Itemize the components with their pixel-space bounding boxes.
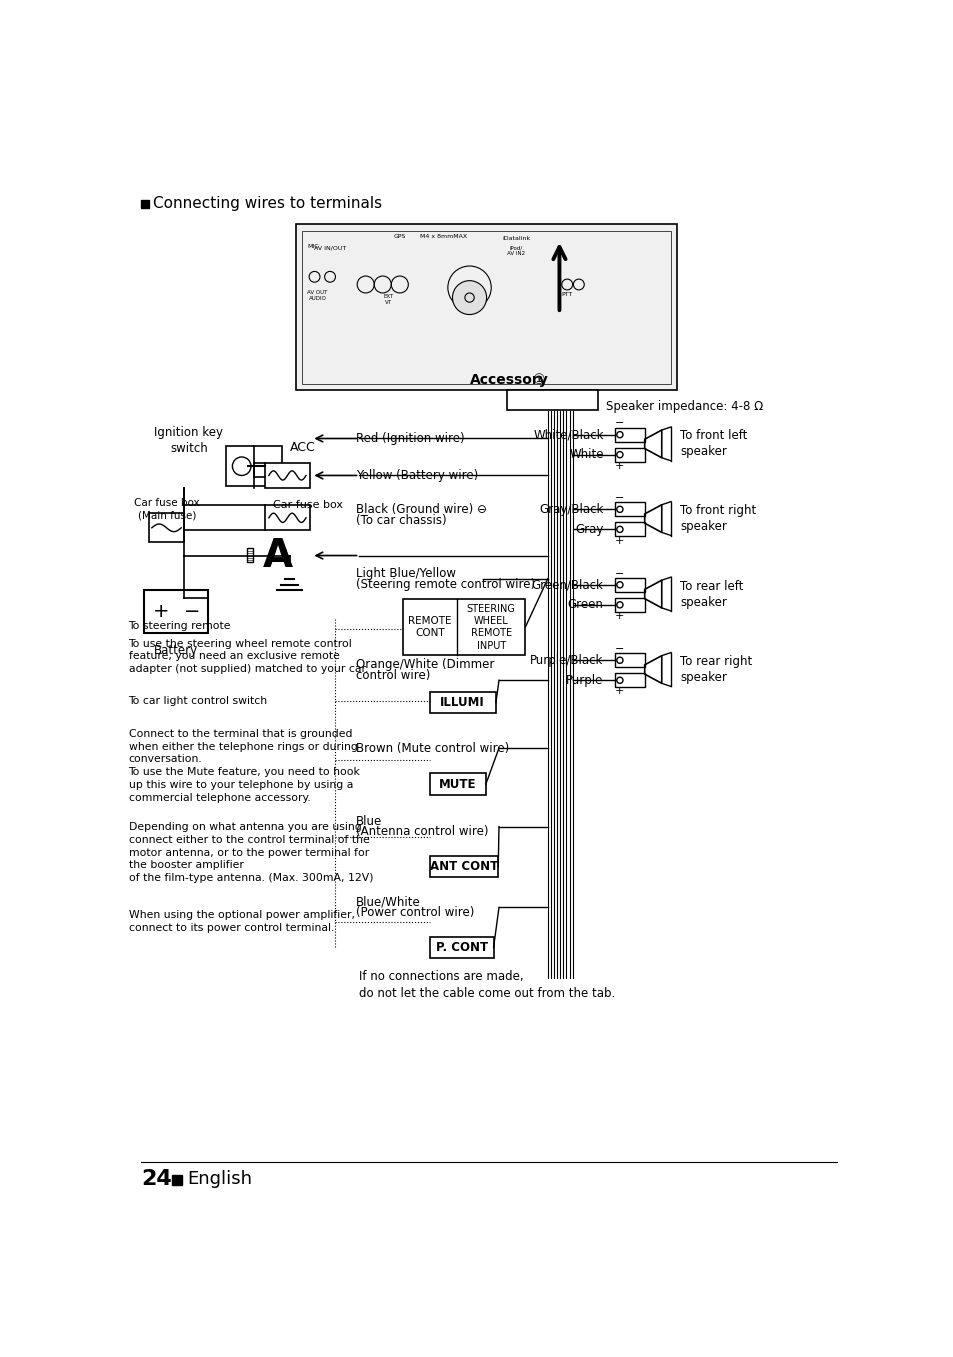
Text: AV IN/OUT: AV IN/OUT <box>314 246 346 251</box>
Text: −: − <box>615 493 624 503</box>
Text: +: + <box>615 687 624 696</box>
Bar <box>615 502 644 516</box>
Text: +: + <box>615 461 624 471</box>
Text: REMOTE
CONT: REMOTE CONT <box>408 616 452 638</box>
Text: EXT
VT: EXT VT <box>383 293 394 304</box>
Text: ①: ① <box>533 373 545 387</box>
Text: Connecting wires to terminals: Connecting wires to terminals <box>153 197 382 212</box>
Bar <box>302 231 670 384</box>
Text: 24: 24 <box>141 1170 172 1189</box>
Bar <box>265 506 310 531</box>
Text: iPod/
AV IN2: iPod/ AV IN2 <box>506 246 524 256</box>
Bar <box>247 548 253 562</box>
Text: White: White <box>569 448 603 461</box>
Text: AV OUT
AUDIO: AV OUT AUDIO <box>307 290 328 301</box>
Text: control wire): control wire) <box>355 669 430 683</box>
Text: Gray/Black: Gray/Black <box>538 503 603 516</box>
Text: Accessory: Accessory <box>469 373 548 387</box>
Bar <box>430 936 493 958</box>
Text: ACC: ACC <box>290 441 315 455</box>
Text: GPS: GPS <box>394 233 406 239</box>
Text: Car fuse box: Car fuse box <box>273 501 342 510</box>
Text: To car light control switch: To car light control switch <box>129 696 268 706</box>
Bar <box>149 513 184 543</box>
Text: Light Blue/Yellow: Light Blue/Yellow <box>355 567 456 579</box>
Text: To rear left
speaker: To rear left speaker <box>679 579 743 608</box>
Text: STEERING
WHEEL
REMOTE
INPUT: STEERING WHEEL REMOTE INPUT <box>466 604 516 651</box>
Text: (Antenna control wire): (Antenna control wire) <box>355 825 488 839</box>
Text: Green: Green <box>567 598 603 611</box>
Text: +: + <box>152 603 170 622</box>
Text: Ignition key
switch: Ignition key switch <box>154 426 223 455</box>
Bar <box>295 224 677 389</box>
Text: When using the optional power amplifier,
connect to its power control terminal.: When using the optional power amplifier,… <box>129 909 355 932</box>
Text: Speaker impedance: 4-8 Ω: Speaker impedance: 4-8 Ω <box>605 400 762 413</box>
Text: Car fuse box
(Main fuse): Car fuse box (Main fuse) <box>134 498 200 520</box>
Bar <box>226 446 282 486</box>
Text: (Power control wire): (Power control wire) <box>355 906 474 919</box>
Text: Green/Black: Green/Black <box>531 578 603 592</box>
Text: To rear right
speaker: To rear right speaker <box>679 655 752 684</box>
Bar <box>402 600 525 655</box>
Text: Brown (Mute control wire): Brown (Mute control wire) <box>355 741 508 754</box>
Text: Purple: Purple <box>566 674 603 687</box>
Text: PTT: PTT <box>561 292 572 297</box>
Text: −: − <box>615 569 624 578</box>
Text: To front right
speaker: To front right speaker <box>679 503 756 533</box>
Text: Yellow (Battery wire): Yellow (Battery wire) <box>355 470 477 482</box>
Circle shape <box>452 281 486 315</box>
Text: +: + <box>615 611 624 622</box>
Text: MIC: MIC <box>307 244 318 248</box>
Bar <box>615 578 644 592</box>
Text: Blue/White: Blue/White <box>355 896 420 909</box>
Bar <box>615 598 644 612</box>
Bar <box>265 463 310 487</box>
Bar <box>615 522 644 536</box>
Text: White/Black: White/Black <box>533 429 603 441</box>
Text: Black (Ground wire) ⊖: Black (Ground wire) ⊖ <box>355 503 486 516</box>
Text: iDatalink: iDatalink <box>501 236 530 242</box>
Bar <box>430 773 485 795</box>
Text: Red (Ignition wire): Red (Ignition wire) <box>355 432 464 445</box>
Text: −: − <box>184 603 200 622</box>
Text: Battery: Battery <box>153 645 197 657</box>
Text: (Steering remote control wire): (Steering remote control wire) <box>355 578 535 590</box>
Text: To steering remote: To steering remote <box>129 622 231 631</box>
Text: To front left
speaker: To front left speaker <box>679 429 747 459</box>
Text: If no connections are made,
do not let the cable come out from the tab.: If no connections are made, do not let t… <box>359 970 615 1000</box>
Bar <box>172 1175 182 1185</box>
Bar <box>144 590 208 632</box>
Text: Orange/White (Dimmer: Orange/White (Dimmer <box>355 658 494 672</box>
Text: ILLUMI: ILLUMI <box>439 696 484 710</box>
Bar <box>615 653 644 668</box>
Text: +: + <box>615 536 624 546</box>
Text: P. CONT: P. CONT <box>436 940 487 954</box>
Text: M4 x 8mmMAX: M4 x 8mmMAX <box>419 233 466 239</box>
Bar <box>141 199 149 208</box>
Bar <box>615 673 644 687</box>
Text: MUTE: MUTE <box>438 778 476 791</box>
Text: To use the steering wheel remote control
feature, you need an exclusive remote
a: To use the steering wheel remote control… <box>129 639 368 674</box>
Text: A: A <box>263 536 293 574</box>
Text: English: English <box>187 1170 253 1189</box>
Text: Depending on what antenna you are using,
connect either to the control terminal : Depending on what antenna you are using,… <box>129 822 373 883</box>
Text: Blue: Blue <box>355 814 381 828</box>
Text: ANT CONT: ANT CONT <box>430 860 497 873</box>
Text: Connect to the terminal that is grounded
when either the telephone rings or duri: Connect to the terminal that is grounded… <box>129 729 360 803</box>
Text: Gray: Gray <box>575 522 603 536</box>
Bar <box>615 448 644 461</box>
Bar <box>430 692 496 714</box>
Bar <box>615 427 644 441</box>
Bar <box>506 389 598 410</box>
Text: Purple/Black: Purple/Black <box>530 654 603 666</box>
Text: −: − <box>615 418 624 429</box>
Text: −: − <box>615 645 624 654</box>
Text: (To car chassis): (To car chassis) <box>355 513 446 527</box>
Bar <box>430 856 497 878</box>
